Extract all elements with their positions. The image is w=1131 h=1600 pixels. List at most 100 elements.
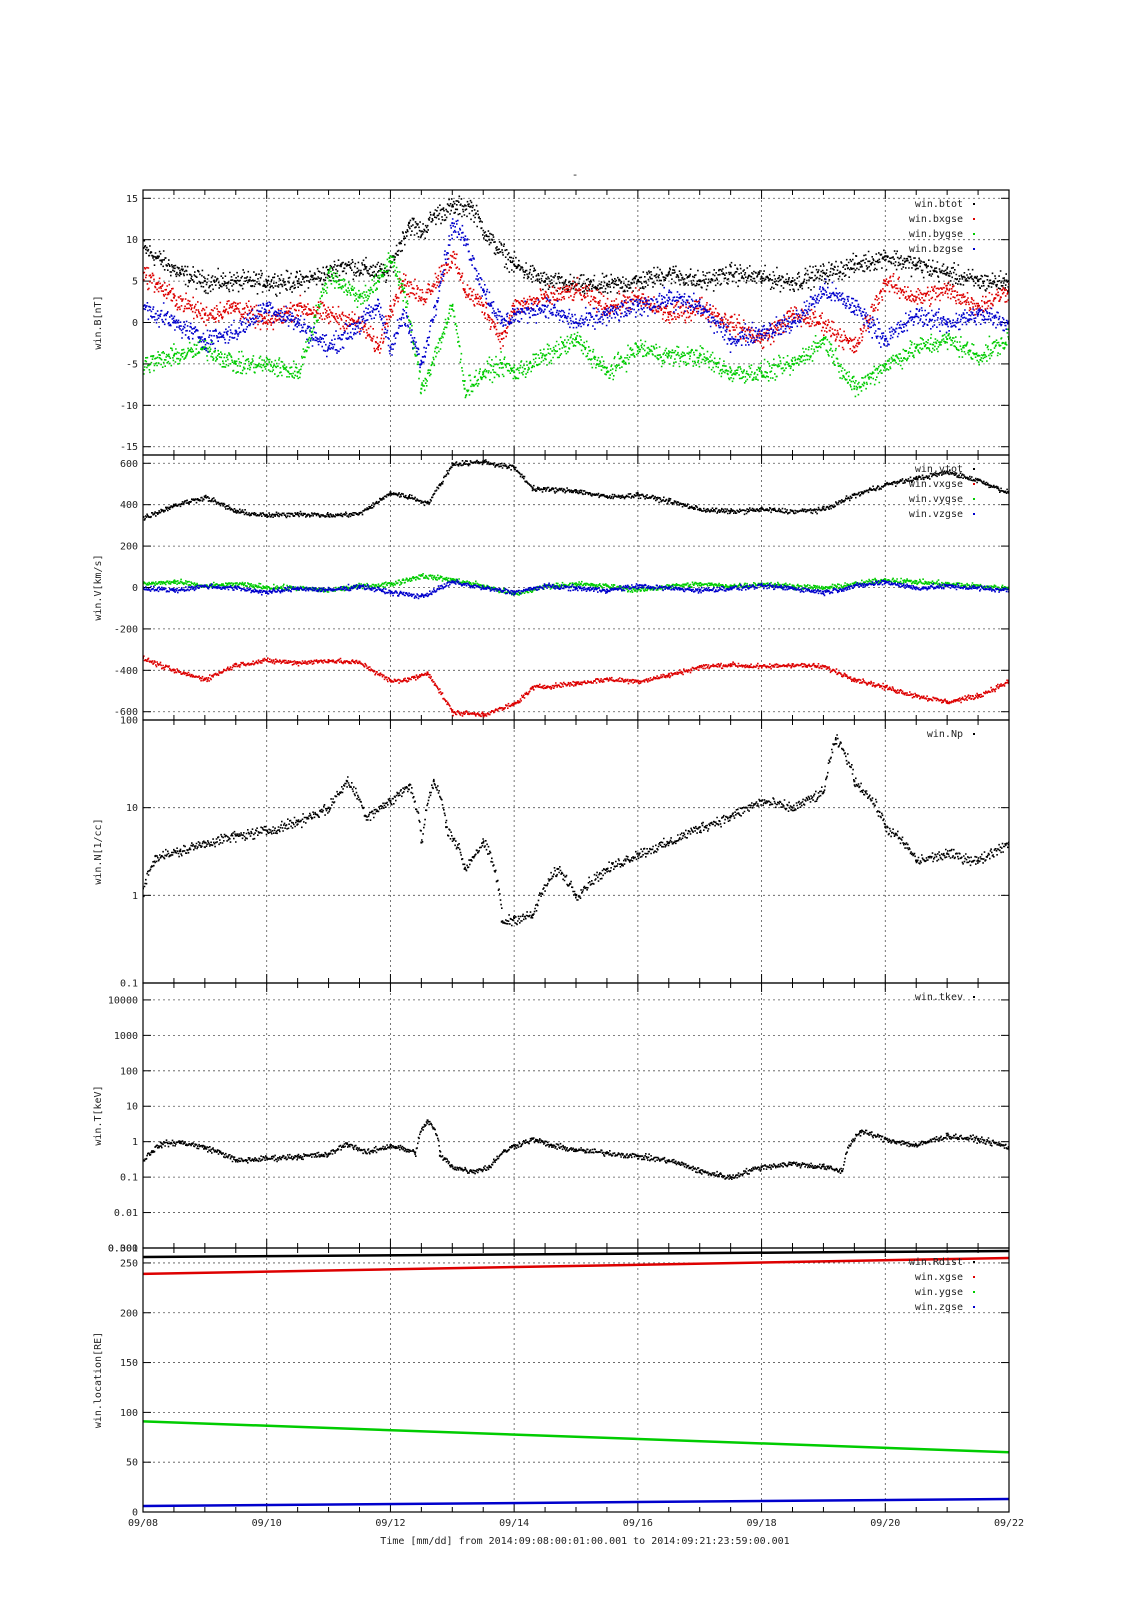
- data-point: [172, 588, 175, 591]
- x-tick-label: 09/14: [499, 1518, 529, 1529]
- legend-label: win.zgse: [915, 1302, 963, 1313]
- y-tick-label: -400: [114, 666, 138, 677]
- series-win-Np: [143, 734, 1009, 927]
- series-win-zgse: [143, 1497, 1009, 1508]
- data-point: [234, 362, 237, 365]
- y-tick-label: 600: [120, 459, 138, 470]
- data-point: [575, 582, 577, 585]
- series-win-bzgse: [143, 218, 1009, 369]
- y-tick-label: 10: [126, 1102, 138, 1113]
- panels-group: -15-10-5051015win.B[nT]win.btotwin.bxgse…: [93, 189, 1010, 1519]
- data-point: [469, 205, 472, 208]
- data-point: [884, 280, 887, 283]
- data-point: [172, 321, 175, 324]
- data-point: [946, 338, 949, 341]
- y-tick-label: 15: [126, 194, 138, 205]
- y-tick-label: -10: [120, 401, 138, 412]
- data-point: [420, 362, 423, 365]
- panel-loc: 0 50 100 150 200 250 win.location[RE] win.Rdist…: [93, 1247, 1010, 1519]
- data-point: [482, 841, 485, 844]
- data-point: [234, 304, 237, 307]
- data-point: [513, 313, 516, 316]
- y-tick-label: -200: [114, 624, 138, 635]
- data-point: [179, 271, 182, 274]
- scatter-trace: [143, 252, 1009, 399]
- series-line: [143, 1256, 1009, 1276]
- y-tick-label: 10000: [108, 995, 138, 1006]
- panel-v: -600 -400 -200 0 200 400 600 win.V[km/s] win.vto…: [93, 454, 1010, 721]
- data-point: [438, 1154, 441, 1157]
- data-point: [513, 263, 516, 266]
- y-tick-label: 1: [132, 1137, 138, 1148]
- data-point: [575, 338, 577, 341]
- legend-marker: [973, 218, 975, 220]
- data-point: [386, 271, 389, 274]
- data-point: [915, 313, 918, 316]
- y-tick-label: 1: [132, 891, 138, 902]
- data-point: [884, 580, 887, 583]
- y-tick-label: 0.001: [108, 1244, 138, 1255]
- y-axis-label: win.N[1/cc]: [93, 818, 104, 884]
- data-point: [401, 280, 404, 283]
- data-point: [482, 371, 485, 374]
- top-mark: -: [572, 168, 579, 181]
- series-win-vxgse: [143, 655, 1009, 718]
- data-point: [358, 584, 361, 587]
- data-point: [420, 387, 423, 390]
- legend-marker: [973, 1276, 975, 1278]
- scatter-trace: [143, 579, 1009, 600]
- panel-b: -15 -10 -5 0 5 10 15 win.B[nT] win.btot win.bxgse…: [93, 189, 1010, 456]
- data-point: [575, 681, 577, 684]
- legend-label: win.Np: [927, 729, 963, 740]
- x-axis: 09/08 09/10 09/12 09/14 09/16 09/18 09/20 09/22: [128, 1518, 1024, 1529]
- data-point: [513, 371, 516, 374]
- data-point: [172, 669, 175, 672]
- data-point: [407, 495, 410, 498]
- y-tick-label: 0.1: [120, 1173, 138, 1184]
- data-point: [853, 304, 856, 307]
- data-point: [327, 346, 330, 349]
- data-point: [760, 275, 763, 278]
- y-tick-label: 100: [120, 1408, 138, 1419]
- legend-marker: [973, 248, 975, 250]
- data-point: [296, 321, 299, 324]
- data-point: [667, 271, 670, 274]
- series-win-xgse: [143, 1256, 1009, 1276]
- scatter-trace: [143, 195, 1009, 297]
- data-point: [407, 222, 410, 225]
- panel-frame: [142, 1247, 1010, 1513]
- data-point: [203, 584, 206, 587]
- panel-t: 0.001 0.01 0.1 1 10 100 1000 10000 0.300 win.T[ke…: [93, 982, 1010, 1255]
- data-point: [500, 338, 503, 341]
- data-point: [451, 222, 454, 225]
- data-point: [265, 304, 268, 307]
- scatter-trace: [143, 1119, 1009, 1180]
- data-point: [513, 590, 516, 593]
- data-point: [203, 1146, 206, 1149]
- data-point: [760, 584, 763, 587]
- data-point: [407, 784, 410, 787]
- data-point: [203, 313, 206, 316]
- x-tick-label: 09/16: [623, 1518, 653, 1529]
- legend-marker: [973, 1261, 975, 1263]
- y-tick-label-overlap: 0.300: [108, 1244, 138, 1255]
- data-point: [160, 1142, 163, 1145]
- data-point: [667, 354, 670, 357]
- y-tick-label: 50: [126, 1458, 138, 1469]
- data-point: [729, 509, 732, 512]
- data-point: [760, 371, 763, 374]
- legend-marker: [973, 203, 975, 205]
- legend-label: win.xgse: [915, 1272, 963, 1283]
- data-point: [203, 280, 206, 283]
- legend-label: win.tkev: [915, 992, 963, 1003]
- data-point: [488, 238, 491, 241]
- legend-marker: [973, 1291, 975, 1293]
- legend-label: win.vzgse: [909, 509, 963, 520]
- data-point: [636, 304, 639, 307]
- series-win-vtot: [143, 459, 1009, 521]
- y-tick-label: 10: [126, 235, 138, 246]
- data-point: [445, 826, 448, 829]
- data-point: [822, 271, 825, 274]
- data-point: [884, 685, 887, 688]
- data-point: [389, 491, 392, 494]
